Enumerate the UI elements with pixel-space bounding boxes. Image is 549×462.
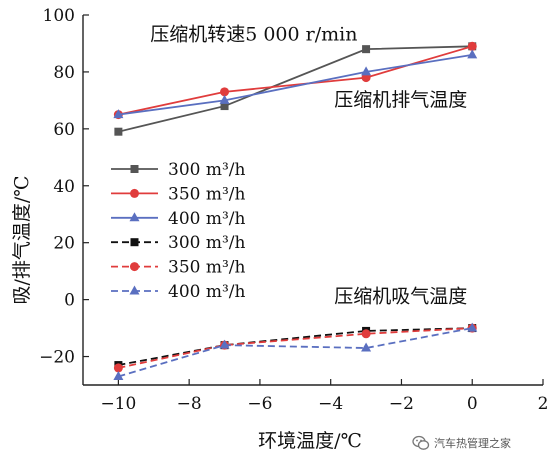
- legend-label: 350 m³/h: [168, 184, 246, 204]
- annotation-label: 压缩机排气温度: [334, 89, 467, 111]
- x-axis-label: 环境温度/℃: [258, 430, 362, 452]
- legend-item: 300 m³/h: [111, 160, 246, 180]
- x-tick-label: 0: [467, 394, 478, 414]
- data-point: [113, 363, 123, 373]
- legend-marker: [130, 262, 139, 272]
- y-tick-label: 80: [53, 63, 75, 83]
- x-tick-label: 2: [538, 394, 549, 414]
- series-suction-4: [113, 323, 477, 373]
- series-line: [118, 53, 473, 116]
- annotation-label: 压缩机吸气温度: [334, 285, 467, 307]
- x-tick-label: −4: [318, 394, 343, 414]
- y-tick-label: 20: [53, 234, 75, 254]
- data-point: [114, 127, 123, 136]
- series-line: [118, 327, 473, 366]
- y-tick-label: 60: [53, 120, 75, 140]
- data-point: [361, 329, 371, 339]
- y-tick-label: 100: [43, 6, 75, 26]
- legend-label: 400 m³/h: [168, 282, 246, 302]
- series-discharge-2: [113, 49, 478, 119]
- data-point: [467, 322, 478, 332]
- legend-item: 350 m³/h: [111, 184, 246, 204]
- y-tick-label: 0: [64, 291, 75, 311]
- series-line: [118, 45, 473, 133]
- y-tick-label: 40: [53, 177, 75, 197]
- legend-label: 400 m³/h: [168, 209, 246, 229]
- series-layer: [113, 41, 478, 380]
- data-point: [220, 87, 230, 97]
- data-point: [361, 66, 372, 76]
- data-point: [113, 109, 124, 119]
- legend-marker: [130, 238, 139, 247]
- legend-item: 400 m³/h: [111, 282, 246, 302]
- x-tick-label: −2: [389, 394, 414, 414]
- y-axis-label: 吸/排气温度/℃: [11, 175, 33, 304]
- legend-item: 300 m³/h: [111, 233, 246, 253]
- legend-marker: [130, 165, 139, 173]
- legend-label: 350 m³/h: [168, 258, 246, 278]
- legend-label: 300 m³/h: [168, 233, 246, 253]
- x-tick-label: −6: [247, 394, 272, 414]
- data-point: [219, 94, 230, 104]
- series-line: [118, 45, 473, 116]
- legend: 300 m³/h 350 m³/h 400 m³/h 300 m³/h 350 m³/h…: [111, 160, 246, 302]
- legend-item: 400 m³/h: [111, 209, 246, 229]
- y-tick-label: −20: [39, 348, 75, 368]
- x-tick-label: −10: [100, 394, 136, 414]
- legend-marker: [130, 188, 139, 198]
- series-line: [118, 327, 473, 378]
- watermark-text: 汽车热管理之家: [434, 437, 511, 450]
- data-point: [219, 339, 230, 349]
- legend-label: 300 m³/h: [168, 160, 246, 180]
- data-point: [361, 342, 372, 352]
- watermark: 汽车热管理之家: [412, 432, 511, 454]
- series-line: [118, 327, 473, 369]
- data-point: [467, 41, 477, 51]
- wechat-icon: [412, 435, 430, 450]
- data-point: [362, 45, 371, 54]
- legend-marker: [129, 212, 140, 222]
- data-point: [467, 49, 478, 59]
- series-suction-5: [113, 322, 478, 380]
- data-point: [220, 102, 229, 111]
- x-tick-label: −8: [177, 394, 202, 414]
- annotation-label: 压缩机转速5 000 r/min: [150, 24, 357, 46]
- legend-item: 350 m³/h: [111, 258, 246, 278]
- data-point: [113, 370, 124, 380]
- legend-marker: [129, 285, 140, 295]
